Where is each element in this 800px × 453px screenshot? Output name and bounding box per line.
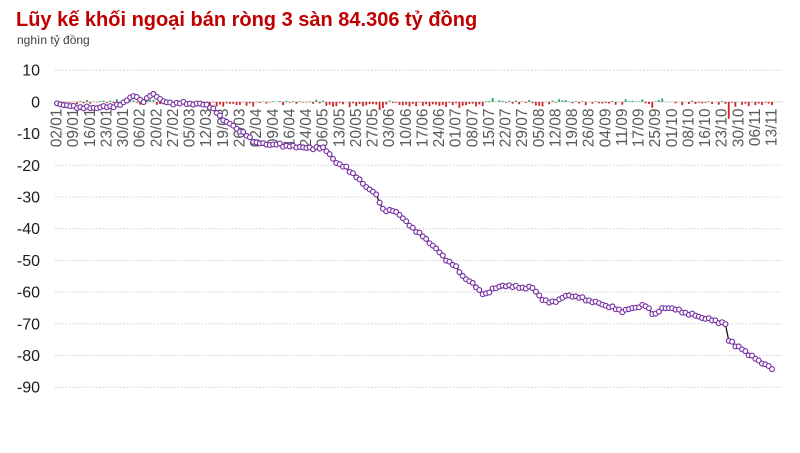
svg-text:30/01: 30/01 bbox=[115, 109, 132, 148]
svg-text:-20: -20 bbox=[17, 158, 40, 175]
svg-text:23/10: 23/10 bbox=[714, 108, 731, 147]
svg-text:27/02: 27/02 bbox=[165, 109, 182, 148]
svg-text:15/07: 15/07 bbox=[481, 109, 498, 148]
svg-text:16/04: 16/04 bbox=[281, 108, 298, 147]
svg-text:06/05: 06/05 bbox=[315, 109, 332, 148]
svg-text:12/08: 12/08 bbox=[547, 109, 564, 148]
svg-text:06/02: 06/02 bbox=[132, 109, 149, 148]
svg-text:17/09: 17/09 bbox=[631, 109, 648, 148]
svg-text:10: 10 bbox=[22, 63, 40, 80]
svg-text:12/03: 12/03 bbox=[198, 109, 215, 148]
svg-text:-80: -80 bbox=[17, 348, 40, 365]
svg-text:-70: -70 bbox=[17, 316, 40, 333]
svg-text:17/06: 17/06 bbox=[414, 109, 431, 148]
svg-text:-50: -50 bbox=[17, 253, 40, 270]
svg-text:30/10: 30/10 bbox=[730, 108, 747, 147]
svg-text:-60: -60 bbox=[17, 285, 40, 302]
svg-text:06/11: 06/11 bbox=[747, 109, 764, 147]
svg-text:-40: -40 bbox=[17, 221, 40, 238]
svg-text:-30: -30 bbox=[17, 190, 40, 207]
svg-text:nghìn tỷ đồng: nghìn tỷ đồng bbox=[17, 33, 90, 47]
svg-text:16/01: 16/01 bbox=[82, 109, 99, 148]
svg-text:25/09: 25/09 bbox=[647, 109, 664, 148]
svg-text:16/10: 16/10 bbox=[697, 108, 714, 147]
svg-text:13/05: 13/05 bbox=[331, 109, 348, 148]
svg-text:04/09: 04/09 bbox=[597, 109, 614, 148]
svg-text:24/04: 24/04 bbox=[298, 108, 315, 147]
svg-text:20/05: 20/05 bbox=[348, 109, 365, 148]
svg-text:01/10: 01/10 bbox=[664, 108, 681, 147]
svg-text:Lũy kế khối ngoại bán ròng 3 s: Lũy kế khối ngoại bán ròng 3 sàn 84.306 … bbox=[16, 9, 477, 31]
svg-text:24/06: 24/06 bbox=[431, 109, 448, 148]
svg-text:19/08: 19/08 bbox=[564, 109, 581, 148]
svg-text:08/07: 08/07 bbox=[464, 109, 481, 148]
svg-text:26/08: 26/08 bbox=[581, 109, 598, 148]
svg-text:22/07: 22/07 bbox=[498, 109, 515, 148]
svg-text:02/01: 02/01 bbox=[49, 109, 66, 148]
svg-text:09/01: 09/01 bbox=[65, 109, 82, 148]
svg-text:08/10: 08/10 bbox=[680, 108, 697, 147]
svg-text:0: 0 bbox=[31, 94, 40, 111]
svg-text:05/08: 05/08 bbox=[531, 109, 548, 148]
svg-text:11/09: 11/09 bbox=[614, 109, 631, 147]
svg-text:05/03: 05/03 bbox=[182, 109, 199, 148]
svg-text:03/06: 03/06 bbox=[381, 109, 398, 148]
svg-text:23/01: 23/01 bbox=[99, 109, 116, 148]
svg-text:10/06: 10/06 bbox=[398, 109, 415, 148]
svg-text:13/11: 13/11 bbox=[764, 109, 781, 147]
svg-text:20/02: 20/02 bbox=[148, 109, 165, 148]
svg-text:29/07: 29/07 bbox=[514, 109, 531, 148]
svg-text:-90: -90 bbox=[17, 380, 40, 397]
svg-text:01/07: 01/07 bbox=[448, 109, 465, 148]
svg-text:27/05: 27/05 bbox=[365, 109, 382, 148]
svg-text:09/04: 09/04 bbox=[265, 108, 282, 147]
svg-text:-10: -10 bbox=[17, 126, 40, 143]
